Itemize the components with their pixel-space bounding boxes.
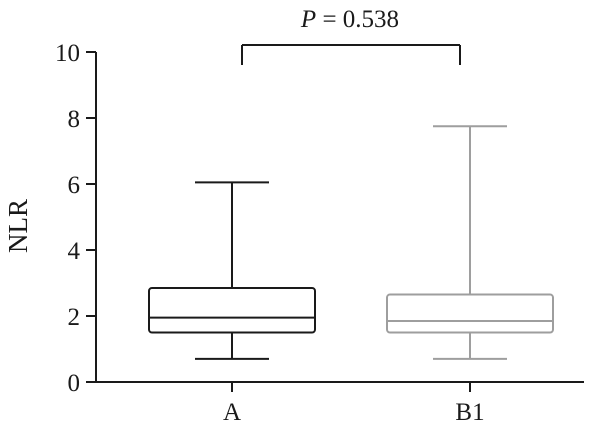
p-value-symbol: P [300, 6, 316, 33]
y-tick-label: 10 [55, 40, 80, 67]
y-axis-title: NLR [3, 199, 33, 253]
y-tick-label: 2 [68, 304, 81, 331]
iqr-box [148, 286, 316, 334]
y-tick-label: 6 [68, 172, 81, 199]
x-axis-categories: A B1 [223, 382, 485, 426]
y-axis-ticks: 0 2 4 6 8 10 [55, 40, 96, 397]
significance-bracket [241, 44, 461, 65]
y-tick-label: 0 [68, 370, 81, 397]
p-value-text: = 0.538 [316, 6, 399, 33]
p-value-annotation: P = 0.538 [300, 6, 399, 33]
x-category-label: B1 [455, 399, 484, 426]
x-category-label: A [223, 399, 241, 426]
box-b1 [386, 125, 554, 360]
boxes-layer [148, 125, 554, 360]
y-tick-label: 8 [68, 106, 81, 133]
box-a [148, 181, 316, 360]
iqr-box [386, 293, 554, 334]
y-tick-label: 4 [68, 238, 81, 265]
